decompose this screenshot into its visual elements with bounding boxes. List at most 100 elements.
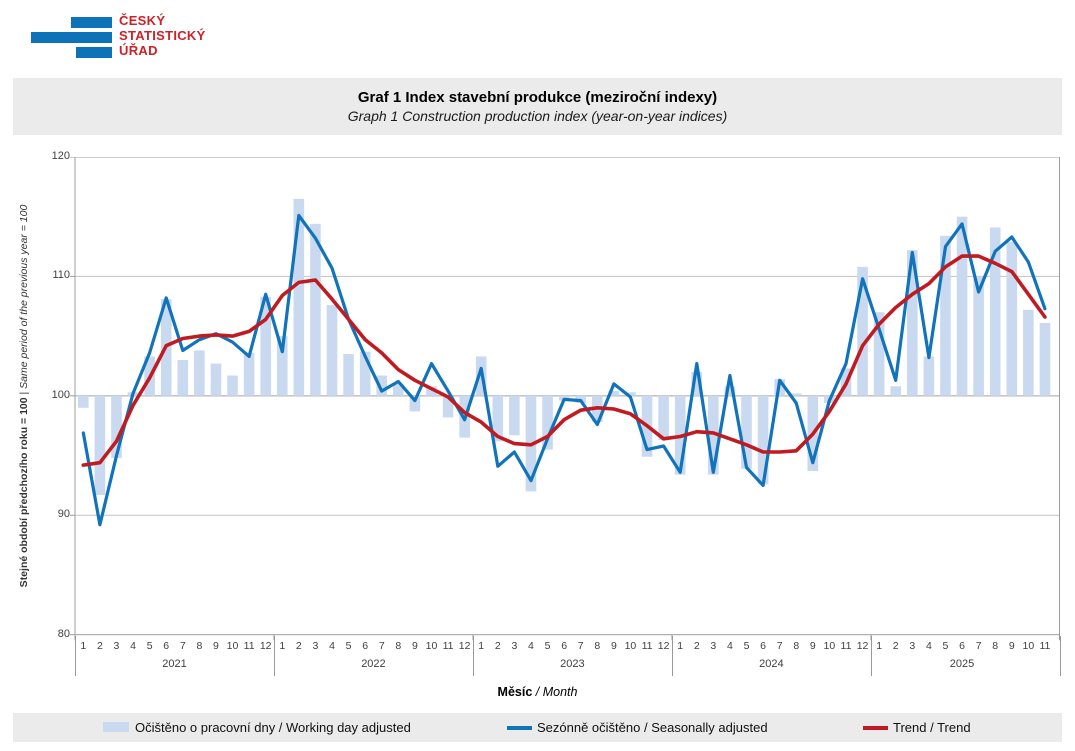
month-tick-label: 9 (1008, 640, 1015, 652)
year-label-2023: 2023 (560, 658, 585, 670)
year-label-2022: 2022 (361, 658, 386, 670)
bar-2022-05 (343, 354, 354, 396)
logo-bar-middle (31, 32, 112, 43)
month-tick-label: 5 (743, 640, 750, 652)
month-tick-label: 9 (213, 640, 219, 652)
bar-2023-09 (608, 391, 620, 396)
title-band: Graf 1 Index stavební produkce (meziročn… (13, 78, 1062, 135)
month-tick-label: 12 (259, 640, 272, 652)
y-tick-label-120: 120 (51, 150, 70, 162)
bar-2023-05 (542, 395, 553, 450)
bar-2022-02 (293, 198, 305, 396)
month-tick-label: 5 (146, 640, 153, 652)
month-tick-label: 12 (856, 640, 869, 652)
month-tick-label: 7 (179, 640, 186, 652)
month-tick-label: 4 (528, 640, 534, 652)
month-tick-label: 8 (395, 640, 402, 652)
month-tick-label: 11 (1039, 640, 1051, 652)
month-tick-label: 1 (279, 640, 286, 652)
bar-2022-06 (359, 351, 371, 396)
month-tick-label: 1 (478, 640, 485, 652)
month-tick-label: 9 (411, 640, 418, 652)
x-axis-title-czech: Měsíc (497, 685, 533, 699)
bar-2025-04 (923, 356, 935, 396)
month-tick-label: 3 (511, 640, 518, 652)
month-tick-label: 12 (458, 640, 471, 652)
bar-2025-11 (1039, 323, 1051, 396)
logo-text-line1: ČESKÝ (119, 13, 166, 28)
month-tick-label: 11 (442, 640, 454, 652)
legend-swatch-seasonally-adjusted (507, 726, 532, 730)
month-tick-label: 8 (992, 640, 999, 652)
year-separator (672, 636, 673, 676)
y-tick-label-90: 90 (57, 508, 70, 521)
month-tick-label: 11 (641, 640, 653, 652)
bar-2023-02 (492, 395, 504, 442)
month-tick-label: 11 (840, 640, 852, 652)
year-label-2025: 2025 (949, 658, 975, 670)
bar-2023-12 (658, 395, 669, 441)
bar-2022-03 (310, 223, 321, 396)
legend-swatch-working-day-adjusted (103, 722, 129, 732)
month-tick-label: 8 (594, 640, 601, 652)
bar-2024-04 (724, 386, 736, 396)
chart-title-english: Graph 1 Construction production index (y… (347, 108, 728, 124)
bar-2022-10 (426, 386, 437, 396)
month-tick-label: 3 (710, 640, 717, 652)
month-tick-label: 6 (362, 640, 369, 652)
month-tick-label: 6 (760, 640, 766, 652)
bar-2025-03 (907, 250, 918, 396)
bar-2021-03 (111, 395, 122, 458)
bar-2024-08 (790, 393, 802, 396)
bar-2021-12 (260, 296, 271, 396)
month-tick-label: 3 (312, 640, 319, 652)
month-tick-label: 1 (677, 640, 684, 652)
bar-2021-09 (210, 363, 222, 396)
y-tick-label-100: 100 (51, 388, 70, 401)
month-tick-label: 8 (793, 640, 800, 652)
bar-2022-01 (276, 336, 288, 396)
month-tick-label: 6 (163, 640, 170, 652)
legend-swatch-trend (863, 726, 888, 730)
month-tick-label: 9 (610, 640, 617, 652)
bar-2024-06 (757, 395, 769, 485)
month-tick-label: 2 (96, 640, 103, 652)
month-tick-label: 2 (295, 640, 302, 652)
month-tick-label: 6 (561, 640, 568, 652)
bar-2021-10 (227, 375, 238, 396)
month-tick-label: 5 (345, 640, 352, 652)
month-tick-label: 4 (329, 640, 335, 652)
logo-text-line3: ÚŘAD (119, 43, 158, 58)
bar-2025-08 (989, 227, 1001, 396)
month-tick-label: 5 (942, 640, 949, 652)
month-tick-label: 4 (726, 640, 733, 652)
line-seasonally-adjusted (81, 213, 1047, 527)
bar-2021-01 (78, 395, 89, 408)
bar-2023-03 (509, 395, 520, 436)
month-tick-label: 3 (113, 640, 120, 652)
x-axis-title-english: / Month (535, 685, 578, 699)
bar-2025-05 (940, 235, 951, 396)
bar-2024-12 (857, 266, 868, 396)
bar-2021-08 (194, 350, 205, 396)
year-separator (274, 636, 275, 676)
month-tick-label: 2 (494, 640, 501, 652)
bar-2022-11 (442, 395, 454, 418)
month-tick-label: 4 (130, 640, 136, 652)
month-tick-label: 4 (925, 640, 932, 652)
month-tick-label: 12 (657, 640, 670, 652)
logo-text-line2: STATISTICKÝ (119, 28, 206, 43)
month-tick-label: 1 (876, 640, 883, 652)
bar-2025-10 (1023, 309, 1034, 396)
month-tick-label: 11 (243, 640, 255, 652)
chart-title-czech: Graf 1 Index stavební produkce (meziročn… (357, 89, 718, 106)
y-axis-title: Stejné období předchozího roku = 100 | S… (18, 205, 30, 588)
month-tick-label: 7 (378, 640, 385, 652)
bar-2025-02 (890, 386, 902, 396)
bar-2025-06 (956, 216, 968, 396)
bar-2025-07 (973, 276, 984, 396)
year-separator (871, 636, 872, 676)
year-separator (75, 636, 76, 676)
bar-2024-05 (741, 395, 752, 469)
